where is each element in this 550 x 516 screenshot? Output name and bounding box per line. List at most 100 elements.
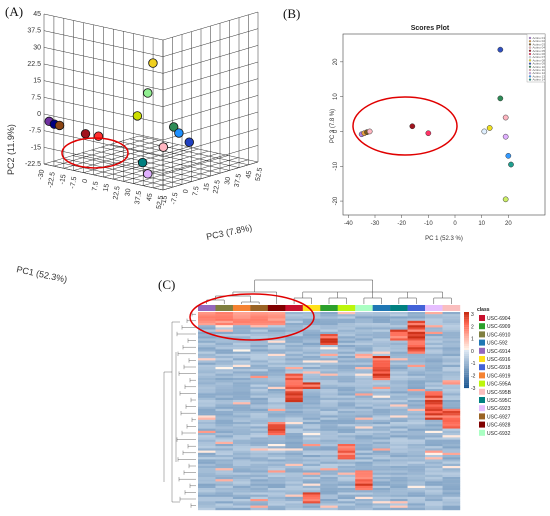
heatmap-cell <box>215 411 234 414</box>
heatmap-cell <box>320 331 338 335</box>
color-scale-step <box>464 353 469 356</box>
heatmap-cell <box>250 312 269 315</box>
x-tick-label: -22.5 <box>47 171 57 188</box>
heatmap-cell <box>232 461 251 464</box>
heatmap-cell <box>337 415 356 418</box>
heatmap-cell <box>215 393 234 396</box>
heatmap-cell <box>250 474 269 478</box>
heatmap-cell <box>320 507 338 511</box>
heatmap-cell <box>285 481 303 484</box>
legend-label: Actino 14 <box>533 78 546 82</box>
heatmap-cell <box>355 433 373 436</box>
heatmap-cell <box>232 373 251 376</box>
heatmap-cell <box>337 457 356 460</box>
heatmap-cell <box>250 406 269 409</box>
heatmap-cell <box>355 435 373 438</box>
heatmap-cell <box>302 492 321 495</box>
heatmap-cell <box>442 356 461 359</box>
heatmap-cell <box>372 402 391 405</box>
heatmap-cell <box>442 494 461 497</box>
heatmap-cell <box>198 316 216 319</box>
heatmap-cell <box>285 402 303 405</box>
heatmap-cell <box>390 419 408 423</box>
heatmap-cell <box>215 424 234 427</box>
heatmap-cell <box>372 320 391 324</box>
legend-label: Actino 11 <box>533 68 546 72</box>
heatmap-cell <box>355 494 373 497</box>
heatmap-cell <box>425 488 443 491</box>
heatmap-cell <box>320 364 338 368</box>
class-legend-swatch <box>479 388 485 395</box>
heatmap-cell <box>355 413 373 416</box>
class-bar-cell <box>232 305 251 311</box>
heatmap-cell <box>372 408 391 412</box>
class-bar-cell <box>285 305 303 311</box>
heatmap-cell <box>232 391 251 394</box>
heatmap-cell <box>215 384 234 387</box>
heatmap-cell <box>215 362 234 365</box>
z-tick-label: 37.5 <box>234 173 243 188</box>
heatmap-cell <box>337 481 356 484</box>
heatmap-cell <box>232 452 251 456</box>
pc1-axis-label: PC1 (52.3%) <box>16 264 68 284</box>
heatmap-cell <box>442 378 461 381</box>
column-dendrogram <box>206 279 452 304</box>
data-point <box>93 131 104 141</box>
heatmap-cell <box>372 397 391 401</box>
heatmap-cell <box>250 320 269 324</box>
heatmap-cell <box>232 477 251 480</box>
heatmap-cell <box>285 382 303 385</box>
heatmap-cell <box>425 336 443 339</box>
heatmap-cell <box>442 329 461 332</box>
heatmap-cell <box>320 380 338 383</box>
heatmap-cell <box>355 406 373 409</box>
color-scale-label: 0 <box>471 349 474 355</box>
heatmap-cell <box>215 452 234 456</box>
heatmap-cell <box>198 340 216 343</box>
heatmap-cell <box>337 468 356 471</box>
heatmap-cell <box>232 448 251 451</box>
heatmap-cell <box>355 452 373 456</box>
heatmap-cell <box>302 466 321 469</box>
heatmap-cell <box>198 433 216 436</box>
heatmap-cell <box>390 426 408 429</box>
heatmap-cell <box>215 501 234 504</box>
heatmap-cell <box>355 415 373 418</box>
heatmap-cell <box>302 450 321 453</box>
heatmap-cell <box>267 437 286 440</box>
heatmap-cell <box>407 413 426 416</box>
heatmap-cell <box>390 349 408 352</box>
heatmap-cell <box>407 481 426 484</box>
heatmap-cell <box>215 402 234 405</box>
heatmap-cell <box>302 404 321 407</box>
heatmap-cell <box>372 371 391 374</box>
heatmap-cell <box>390 459 408 462</box>
heatmap-cell <box>337 318 356 321</box>
heatmap-cell <box>215 329 234 332</box>
heatmap-cell <box>407 393 426 396</box>
heatmap-cell <box>355 446 373 449</box>
heatmap-cell <box>250 402 269 405</box>
heatmap-cell <box>442 472 461 475</box>
heatmap-cell <box>407 386 426 390</box>
heatmap-cell <box>372 380 391 383</box>
heatmap-cell <box>198 485 216 489</box>
heatmap-cell <box>372 391 391 394</box>
data-point <box>505 152 512 159</box>
heatmap-cell <box>232 481 251 484</box>
color-scale-step <box>464 359 469 362</box>
class-legend-swatch <box>479 364 485 371</box>
heatmap-cell <box>390 488 408 491</box>
class-legend-label: USC-595C <box>487 398 512 404</box>
heatmap-cell <box>285 353 303 357</box>
heatmap-cell <box>302 417 321 420</box>
heatmap-cell <box>320 468 338 471</box>
heatmap-cell <box>302 369 321 372</box>
heatmap-cell <box>250 364 269 368</box>
heatmap-cell <box>407 492 426 495</box>
heatmap-cell <box>442 375 461 379</box>
heatmap-cell <box>407 472 426 475</box>
x-tick-label: -20 <box>397 221 406 227</box>
class-legend-label: USC-6927 <box>487 414 511 420</box>
heatmap-cell <box>285 360 303 363</box>
